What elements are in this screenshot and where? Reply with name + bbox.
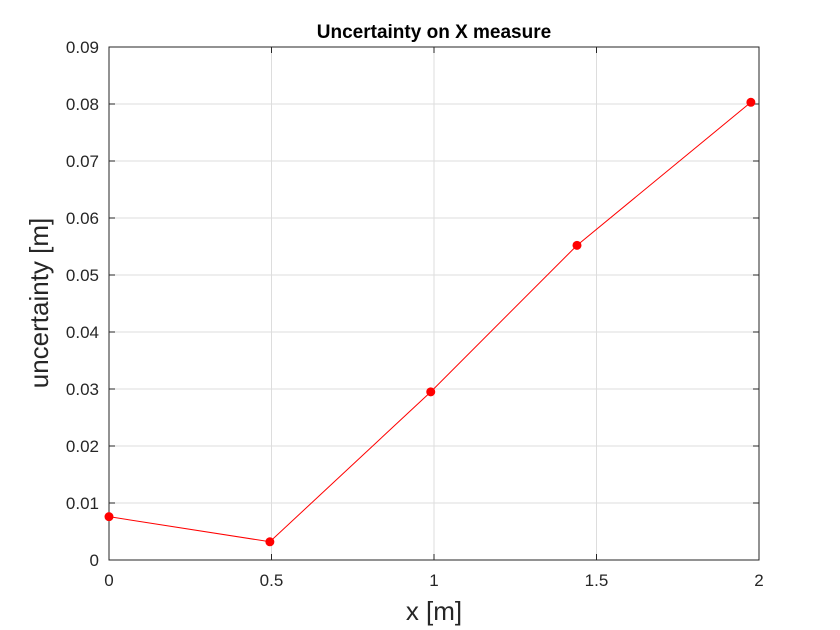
y-tick-label: 0.03 [66, 380, 99, 399]
y-tick-label: 0.07 [66, 152, 99, 171]
y-tick-label: 0.09 [66, 38, 99, 57]
y-tick-label: 0 [90, 551, 99, 570]
y-tick-label: 0.06 [66, 209, 99, 228]
x-tick-label: 0 [104, 571, 113, 590]
y-tick-label: 0.02 [66, 437, 99, 456]
x-tick-label: 1.5 [585, 571, 609, 590]
y-tick-label: 0.04 [66, 323, 99, 342]
ticks: 0 0.5 1 1.5 2 0 0.01 0.02 0.03 0.04 0.05 0.06 0.07 0.… [66, 38, 764, 590]
x-axis-label: x [m] [406, 596, 462, 626]
y-tick-label: 0.01 [66, 494, 99, 513]
x-tick-label: 1 [429, 571, 438, 590]
chart-title: Uncertainty on X measure [317, 22, 551, 43]
y-axis-label: uncertainty [m] [24, 218, 54, 389]
data-point-marker [426, 387, 436, 397]
grid [109, 47, 759, 560]
x-tick-label: 2 [754, 571, 763, 590]
data-point-marker [265, 537, 275, 547]
y-tick-label: 0.05 [66, 266, 99, 285]
data-point-marker [572, 240, 582, 250]
y-tick-label: 0.08 [66, 95, 99, 114]
x-tick-label: 0.5 [260, 571, 284, 590]
series [104, 97, 756, 547]
data-point-marker [104, 512, 114, 522]
data-point-marker [746, 97, 756, 107]
